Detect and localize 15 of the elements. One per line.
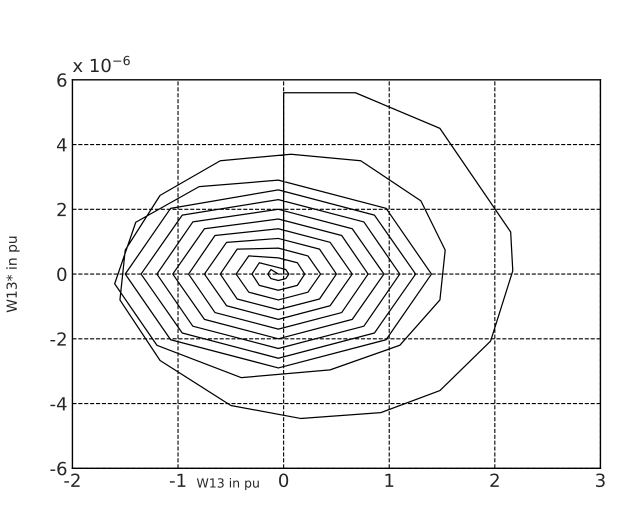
x-tick-label: 0 (279, 473, 288, 488)
x-tick-label: -1 (170, 474, 186, 487)
x-tick-label: 1 (385, 474, 394, 487)
y-tick-label: -4 (50, 397, 67, 410)
y-tick-label: -6 (50, 462, 66, 476)
x-axis-title: W13 in pu (196, 478, 259, 490)
y-tick-label: 4 (56, 138, 67, 152)
text: x 10$^{−6}$ (72, 56, 130, 72)
y-tick-label: 2 (57, 202, 66, 216)
x-tick-label: 3 (596, 473, 605, 488)
y-axis-title: W13* in pu (6, 236, 20, 312)
x-tick-label: 2 (490, 473, 499, 487)
y-tick-label: 0 (57, 268, 66, 282)
y-tick-label: 6 (57, 73, 66, 87)
y-tick-label: -2 (50, 332, 66, 346)
